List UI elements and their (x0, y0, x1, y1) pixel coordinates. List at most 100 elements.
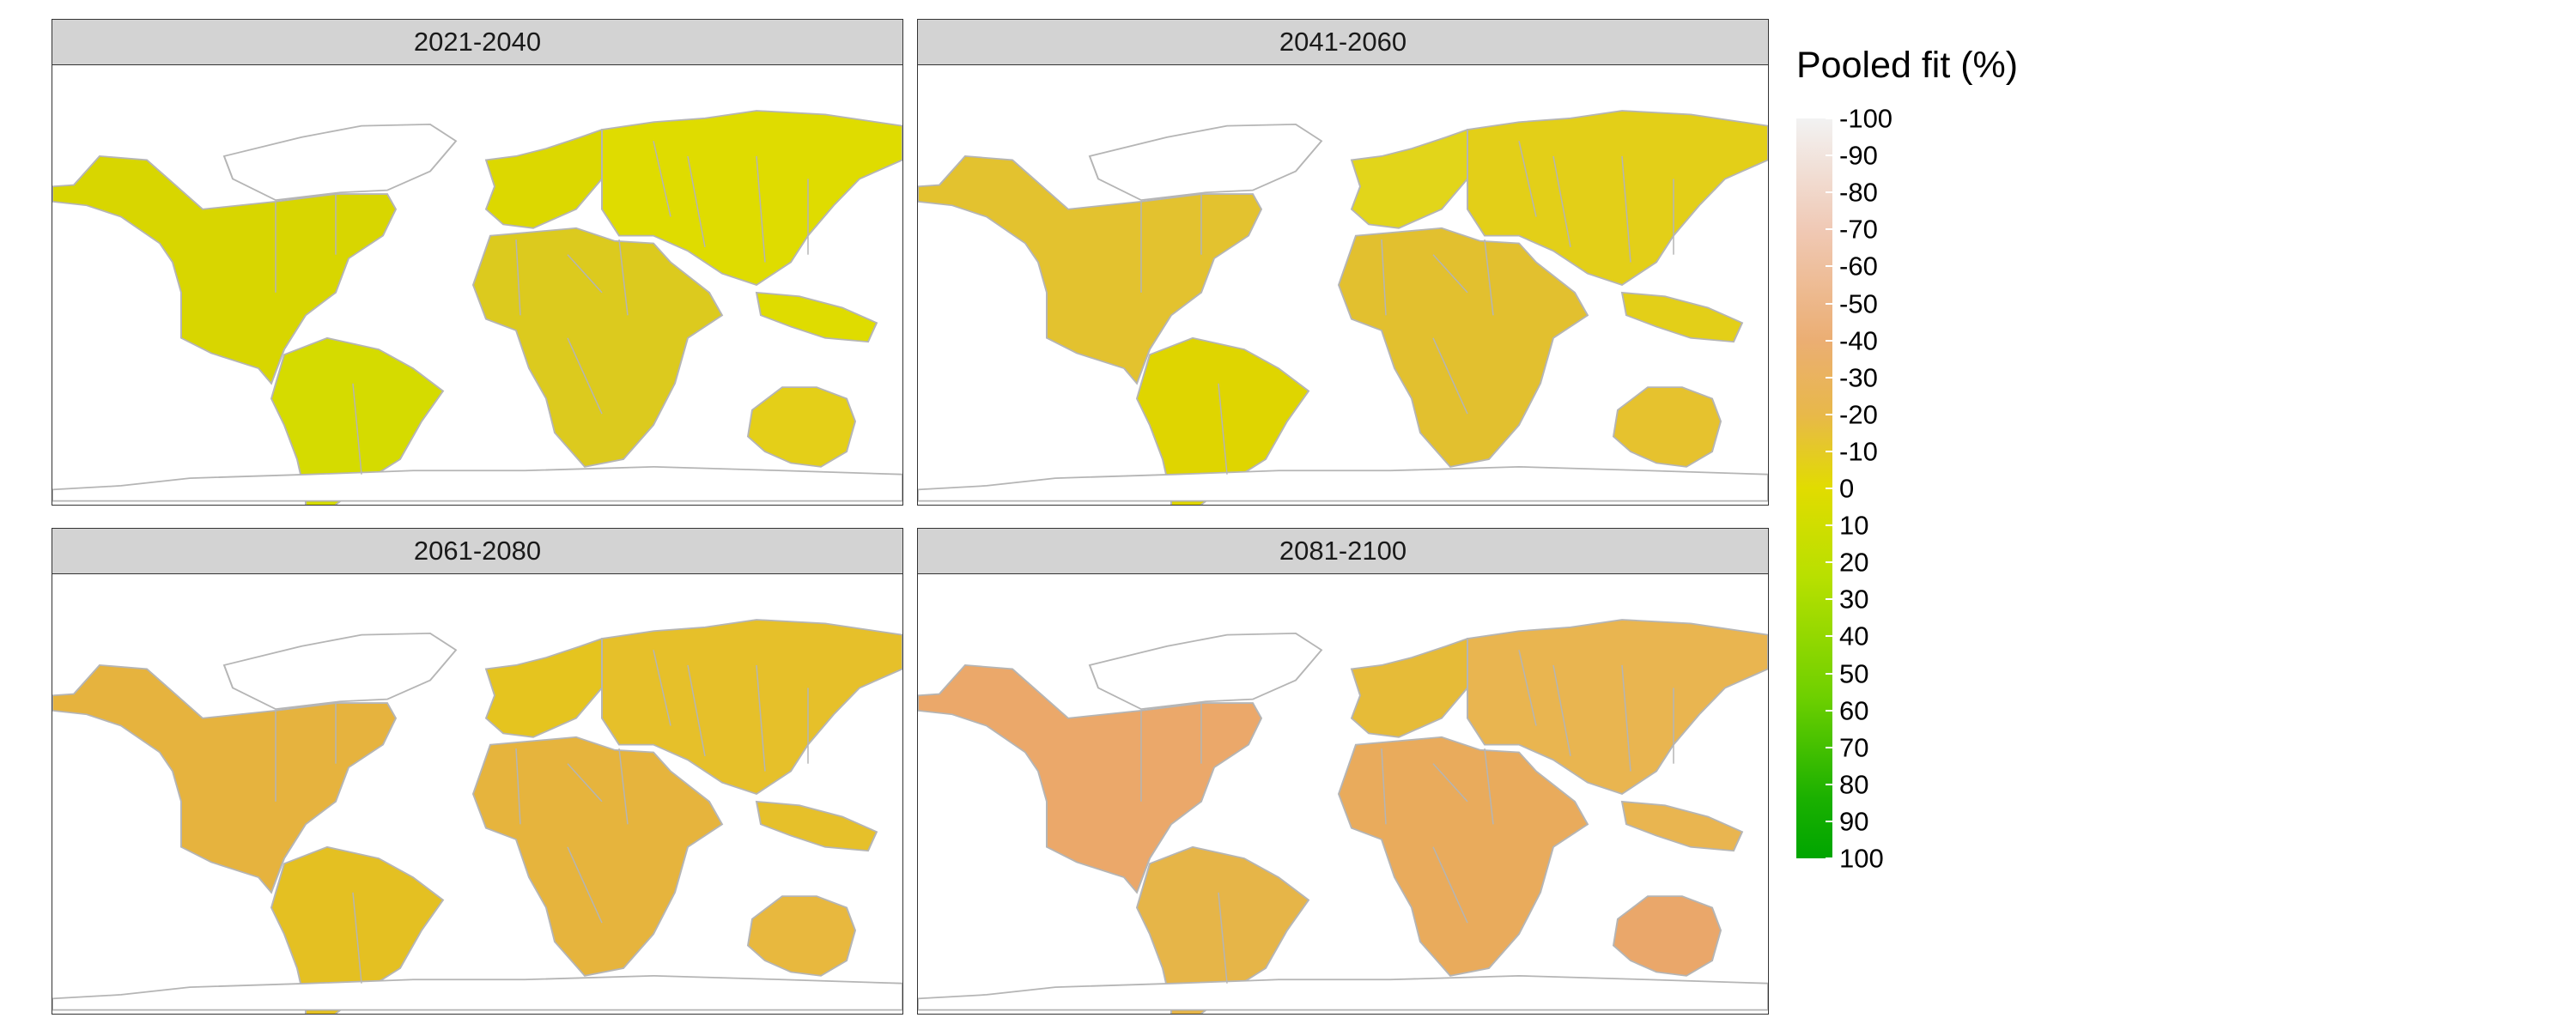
legend-tick-label: -90 (1839, 140, 1878, 171)
country-region (1612, 386, 1722, 468)
legend-tick-label: -80 (1839, 177, 1878, 208)
country-border (1218, 383, 1228, 475)
legend-tick-mark (1826, 376, 1832, 379)
panel-strip-label: 2021-2040 (52, 19, 903, 65)
country-region (484, 637, 625, 738)
country-region (601, 110, 902, 286)
legend-tick-mark (1826, 118, 1832, 119)
country-region (484, 128, 625, 229)
country-region (471, 736, 724, 977)
country-region (1620, 291, 1744, 343)
legend-tick-mark (1826, 561, 1832, 564)
legend-tick-label: -20 (1839, 399, 1878, 430)
country-region (1088, 632, 1323, 711)
country-region (1620, 800, 1744, 852)
country-region (1467, 619, 1768, 795)
country-region (222, 632, 458, 711)
legend-tick-mark (1826, 857, 1832, 859)
legend-tick-label: -60 (1839, 251, 1878, 282)
country-border (687, 155, 706, 247)
country-border (567, 254, 603, 294)
country-region (1467, 110, 1768, 286)
legend-tick-label: -50 (1839, 288, 1878, 318)
country-region (52, 974, 902, 1011)
country-border (756, 664, 766, 772)
country-region (918, 465, 1768, 502)
legend-tick-mark (1826, 672, 1832, 675)
legend-tick-label: -30 (1839, 362, 1878, 393)
legend-tick-label: 80 (1839, 769, 1869, 800)
legend-tick-mark (1826, 488, 1832, 489)
map-area (917, 64, 1769, 506)
legend-tick-mark (1826, 635, 1832, 638)
map-panel: 2021-2040 (52, 19, 903, 515)
country-region (52, 465, 902, 502)
legend-tick-mark (1826, 302, 1832, 305)
legend-tick-label: -40 (1839, 325, 1878, 356)
panel-strip-label: 2061-2080 (52, 528, 903, 574)
country-border (1381, 748, 1387, 825)
country-border (1484, 748, 1494, 825)
country-region (222, 123, 458, 202)
country-border (567, 337, 603, 415)
country-region (1350, 128, 1491, 229)
country-region (746, 386, 857, 468)
country-border (1012, 159, 1035, 179)
map-panel: 2041-2060 (917, 19, 1769, 515)
country-border (653, 141, 671, 217)
panel-strip-label: 2081-2100 (917, 528, 1769, 574)
country-region (755, 800, 878, 852)
map-area (917, 573, 1769, 1015)
country-border (352, 383, 362, 475)
legend-tick-label: -100 (1839, 103, 1893, 134)
country-border (1218, 892, 1228, 984)
legend-tick-mark (1826, 228, 1832, 231)
legend-tick-mark (1826, 709, 1832, 712)
map-area (52, 64, 903, 506)
country-region (1135, 845, 1310, 1014)
country-border (515, 239, 521, 316)
country-region (52, 664, 398, 894)
legend-tick-mark (1826, 598, 1832, 601)
country-border (1518, 650, 1537, 726)
country-region (918, 155, 1263, 385)
panel-strip-label: 2041-2060 (917, 19, 1769, 65)
country-border (1621, 155, 1631, 263)
country-border (653, 650, 671, 726)
country-region (1088, 123, 1323, 202)
legend-tick-label: 100 (1839, 843, 1884, 874)
country-border (618, 748, 629, 825)
legend-tick-label: -70 (1839, 214, 1878, 245)
legend-tick-label: 10 (1839, 510, 1869, 541)
country-border (1012, 668, 1035, 688)
country-border (146, 159, 169, 179)
legend-tick-label: 40 (1839, 621, 1869, 651)
country-border (618, 239, 629, 316)
country-region (1337, 736, 1589, 977)
country-region (746, 895, 857, 977)
country-border (1552, 155, 1571, 247)
legend-tick-label: 30 (1839, 584, 1869, 615)
country-region (918, 974, 1768, 1011)
legend-tick-label: 70 (1839, 732, 1869, 763)
legend-title: Pooled fit (%) (1796, 45, 2019, 86)
country-region (918, 664, 1263, 894)
country-region (270, 336, 445, 505)
legend: Pooled fit (%) -100 -90 -80 -70 -60 -50 -40 -30… (1796, 45, 2071, 874)
country-border (687, 664, 706, 756)
country-border (515, 748, 521, 825)
country-region (601, 619, 902, 795)
country-border (1621, 664, 1631, 772)
country-region (1350, 637, 1491, 738)
country-border (1432, 337, 1468, 415)
country-border (1432, 763, 1468, 803)
country-border (1432, 254, 1468, 294)
map-area (52, 573, 903, 1015)
country-region (1135, 336, 1310, 505)
country-region (471, 227, 724, 468)
legend-tick-mark (1826, 450, 1832, 452)
legend-tick-label: 0 (1839, 473, 1855, 504)
country-border (1381, 239, 1387, 316)
country-border (146, 668, 169, 688)
legend-tick-mark (1826, 154, 1832, 157)
